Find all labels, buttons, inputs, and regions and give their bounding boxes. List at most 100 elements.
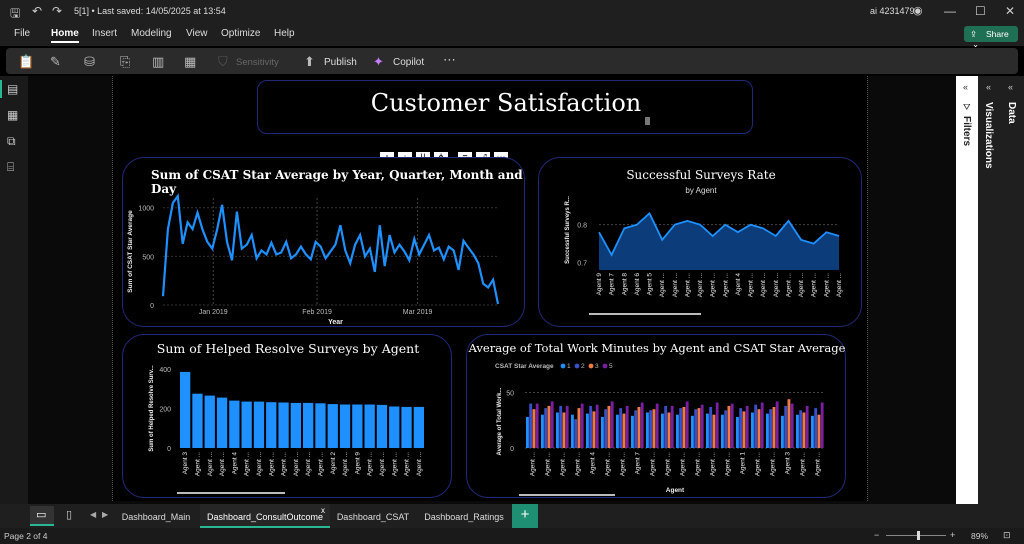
bar-series-2	[754, 404, 758, 448]
report-title: Customer Satisfaction	[370, 89, 642, 117]
x-tick-label: Agent ...	[207, 452, 214, 476]
resize-handle[interactable]	[645, 117, 650, 125]
bar-series-1	[781, 415, 784, 448]
bar-series-5	[700, 404, 704, 448]
filters-expand-icon[interactable]: «	[963, 82, 969, 92]
x-tick-label: Agent ...	[268, 452, 275, 476]
maximize-icon[interactable]: ☐	[975, 4, 986, 18]
user-name[interactable]: ai 4231479	[870, 6, 915, 16]
x-tick-label: Agent ...	[560, 452, 567, 476]
menu-insert[interactable]: Insert	[92, 28, 118, 39]
zoom-in-icon[interactable]: +	[950, 530, 956, 540]
visualizations-label[interactable]: Visualizations	[983, 102, 994, 169]
bar	[290, 402, 301, 448]
get-data-icon[interactable]: ⛁	[84, 54, 95, 69]
filters-label[interactable]: Filters	[961, 116, 972, 147]
publish-button[interactable]: Publish	[324, 57, 357, 68]
more-options-icon[interactable]: ⋯	[443, 52, 456, 67]
bar-series-3	[532, 409, 536, 448]
bar	[339, 404, 351, 448]
title-bar: 🖫 ↶ ↷ 5[1] • Last saved: 14/05/2025 at 1…	[0, 0, 1024, 24]
bar-series-2	[619, 408, 623, 448]
filters-pane[interactable]: « ⛛ Filters	[956, 76, 978, 504]
dax-query-icon[interactable]: ⌸	[7, 160, 15, 174]
bar-series-2	[694, 409, 698, 448]
tab-dashboard-consultoutcome[interactable]: Dashboard_ConsultOutcome x	[200, 504, 330, 528]
undo-icon[interactable]: ↶	[32, 4, 43, 18]
x-tick-label: Agent ...	[672, 273, 679, 297]
bar-series-5	[715, 402, 719, 448]
bar	[229, 400, 240, 448]
x-tick-label: Agent ...	[800, 452, 807, 476]
publish-icon[interactable]: ⬆	[304, 54, 315, 69]
x-tick-label: Agent ...	[367, 452, 374, 476]
data-expand-icon[interactable]: «	[1008, 82, 1014, 92]
tab-dashboard-csat[interactable]: Dashboard_CSAT	[336, 512, 410, 522]
x-tick-label: Agent ...	[710, 273, 717, 297]
format-painter-icon[interactable]: ✎	[50, 54, 61, 69]
tab-close-icon[interactable]: x	[321, 506, 325, 515]
bar-series-3	[682, 407, 686, 448]
bar-series-1	[661, 413, 664, 448]
scrollbar-track	[589, 313, 701, 315]
menu-view[interactable]: View	[186, 28, 208, 39]
menu-file[interactable]: File	[14, 28, 31, 39]
close-icon[interactable]: ✕	[1005, 4, 1016, 18]
next-page-icon[interactable]: ▶	[102, 510, 109, 519]
mobile-layout-icon[interactable]: ▯	[66, 509, 73, 521]
bar-series-1	[601, 416, 604, 448]
menu-optimize[interactable]: Optimize	[221, 28, 261, 39]
menu-help[interactable]: Help	[274, 28, 295, 39]
survey-rate-card[interactable]: Successful Surveys Rate by Agent 0.7 0.8 A…	[538, 157, 862, 327]
calculator-icon[interactable]: ▦	[184, 54, 197, 69]
bar-series-5	[550, 401, 554, 448]
copilot-button[interactable]: Copilot	[393, 57, 425, 68]
survey-rate-chart: 0.7 0.8 Agent 9 Agent 7 Agent 8 Agent 6 Agent …	[565, 196, 843, 315]
paste-icon[interactable]: 📋	[18, 54, 35, 69]
document-title[interactable]: 5[1] • Last saved: 14/05/2025 at 13:54	[74, 6, 226, 16]
bar-series-5	[535, 403, 539, 448]
zoom-level: 89%	[971, 531, 989, 541]
x-tick-label: Agent ...	[823, 273, 830, 297]
minimize-icon[interactable]: —	[944, 4, 956, 18]
tab-dashboard-main[interactable]: Dashboard_Main	[121, 512, 191, 522]
new-visual-icon[interactable]: ▥	[152, 54, 165, 69]
report-view-icon[interactable]: ▤	[7, 82, 19, 96]
bar-series-1	[556, 412, 559, 448]
zoom-out-icon[interactable]: −	[874, 530, 880, 540]
y-tick-label: 400	[159, 367, 171, 374]
zoom-slider-thumb[interactable]	[917, 531, 920, 540]
share-button[interactable]: ⇪ Share ⌄	[964, 26, 1018, 49]
data-pane[interactable]: « Data	[1002, 76, 1024, 504]
x-tick-label: Agent ...	[605, 452, 612, 476]
redo-icon[interactable]: ↷	[52, 4, 63, 18]
x-tick-label: Mar 2019	[403, 309, 433, 316]
helped-resolve-card[interactable]: Sum of Helped Resolve Surveys by Agent 0…	[122, 334, 452, 498]
viz-expand-icon[interactable]: «	[986, 82, 992, 92]
avatar-icon[interactable]: ◉	[913, 5, 923, 17]
menu-home[interactable]: Home	[51, 28, 79, 43]
fit-to-page-icon[interactable]: ⊡	[1003, 530, 1011, 540]
save-icon[interactable]: 🖫	[10, 6, 21, 20]
x-tick-label: Feb 2019	[302, 309, 332, 316]
visualizations-pane[interactable]: « Visualizations	[978, 76, 1002, 504]
title-card[interactable]: Customer Satisfaction	[257, 80, 753, 134]
bar-series-3	[637, 407, 641, 448]
x-tick-label: Agent 7	[609, 273, 616, 296]
zoom-slider[interactable]	[886, 535, 946, 536]
add-page-button[interactable]: +	[512, 504, 538, 528]
work-minutes-card[interactable]: Average of Total Work Minutes by Agent a…	[466, 334, 846, 498]
table-view-icon[interactable]: ▦	[7, 108, 19, 122]
model-view-icon[interactable]: ⧉	[7, 134, 16, 148]
menu-modeling[interactable]: Modeling	[131, 28, 172, 39]
x-tick-label: Agent ...	[725, 452, 732, 476]
csat-line-card[interactable]: Sum of CSAT Star Average by Year, Quarte…	[122, 157, 525, 327]
copilot-icon[interactable]: ✦	[373, 54, 384, 69]
bar-series-1	[766, 413, 769, 448]
data-label[interactable]: Data	[1006, 102, 1017, 124]
transform-icon[interactable]: ⎘	[120, 54, 131, 69]
prev-page-icon[interactable]: ◀	[90, 510, 97, 519]
x-tick-label: Agent ...	[342, 452, 349, 476]
desktop-layout-button[interactable]: ▭	[30, 506, 54, 526]
tab-dashboard-ratings[interactable]: Dashboard_Ratings	[424, 512, 504, 522]
